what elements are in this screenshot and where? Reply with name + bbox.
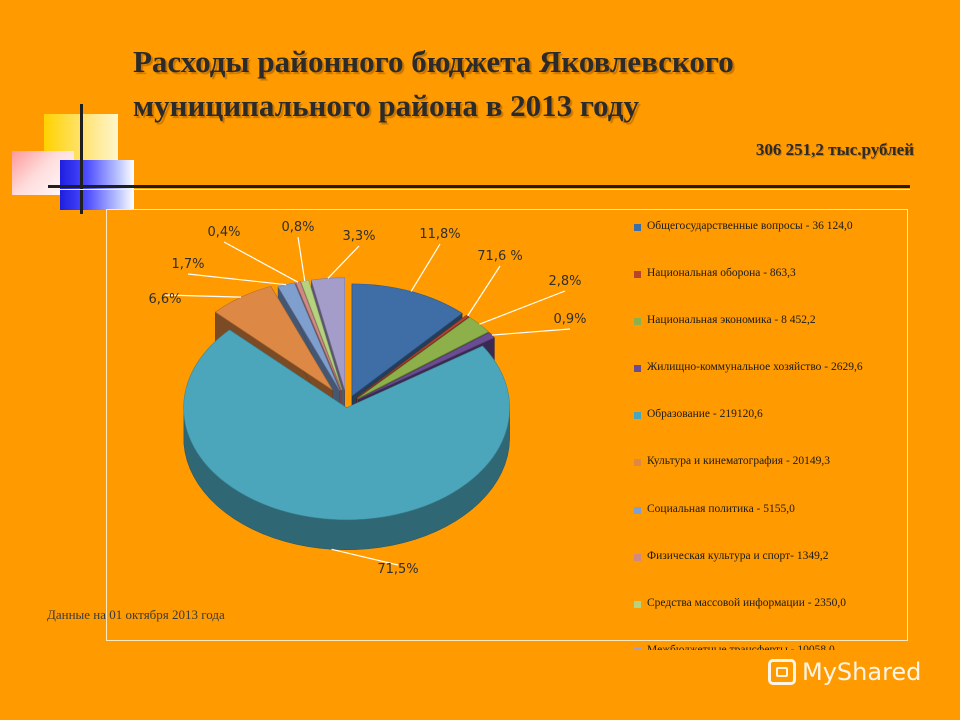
legend-item: Средства массовой информации - 2350,0 <box>634 597 914 644</box>
title-line-1: Расходы районного бюджета Яковлевского <box>133 44 734 79</box>
label-leader-line <box>410 243 441 292</box>
pie-slice-top <box>300 280 343 391</box>
legend-swatch <box>634 271 641 279</box>
title-line-2: муниципального района в 2013 году <box>133 88 639 123</box>
legend-item: Физическая культура и спорт- 1349,2 <box>634 550 914 597</box>
pie-data-label: 0,8% <box>281 220 314 235</box>
pie-slice-top <box>214 285 333 391</box>
page-title: Расходы районного бюджета Яковлевского м… <box>133 40 893 128</box>
pie-slice-top <box>183 329 510 521</box>
legend-label: Жилищно-коммунальное хозяйство - 2629,6 <box>647 361 863 374</box>
pie-slices <box>183 277 510 551</box>
legend-label: Физическая культура и спорт- 1349,2 <box>647 549 829 562</box>
legend-swatch <box>634 365 641 373</box>
pie-data-label: 3,3% <box>342 229 375 244</box>
legend-label: Общегосударственные вопросы - 36 124,0 <box>647 220 853 232</box>
pie-data-label: 0,9% <box>553 312 586 327</box>
decor-horizontal-rule-highlight <box>48 189 910 190</box>
legend-item: Межбюджетные трансферты - 10058,0 <box>634 644 914 650</box>
pie-data-label: 71,5% <box>377 562 418 577</box>
pie-slice <box>183 329 510 551</box>
label-leader-line <box>331 548 399 566</box>
legend-label: Образование - 219120,6 <box>647 408 763 421</box>
pie-data-label: 11,8% <box>419 227 460 242</box>
legend-swatch <box>634 224 641 231</box>
decor-vertical-line <box>80 104 83 214</box>
pie-slice-top <box>295 281 342 391</box>
pie-slice-top <box>356 314 470 399</box>
watermark-text: MyShared <box>802 658 922 686</box>
label-leader-line <box>467 265 501 317</box>
chart-frame <box>106 209 908 641</box>
label-leader-line <box>164 294 242 298</box>
decor-horizontal-rule <box>48 185 910 188</box>
legend-swatch <box>634 600 641 608</box>
legend-item: Образование - 219120,6 <box>634 408 914 455</box>
legend-swatch <box>634 318 641 326</box>
legend-label: Средства массовой информации - 2350,0 <box>647 596 847 609</box>
pie-data-label: 71,6 % <box>477 249 522 264</box>
data-date-note: Данные на 01 октября 2013 года <box>47 607 225 622</box>
data-labels: 11,8% 71,6 % 2,8% 0,9% 71,5% 6,6% 1,7% 0,4% 0,8%… <box>148 220 586 577</box>
legend-label: Межбюджетные трансферты - 10058,0 <box>647 643 835 650</box>
pie-data-label: 0,4% <box>207 225 240 240</box>
pie-data-label: 2,8% <box>548 274 581 289</box>
label-leader-line <box>223 241 299 283</box>
legend-swatch <box>634 412 641 420</box>
label-leader-line <box>297 236 306 282</box>
pie-data-label: 6,6% <box>148 292 181 307</box>
legend-label: Социальная политика - 5155,0 <box>647 502 795 515</box>
chart-legend: Общегосударственные вопросы - 36 124,0 На… <box>634 220 914 650</box>
legend-label: Национальная экономика - 8 452,2 <box>647 314 816 327</box>
legend-item: Общегосударственные вопросы - 36 124,0 <box>634 220 914 267</box>
legend-swatch <box>634 459 641 467</box>
budget-total: 306 251,2 тыс.рублей <box>755 140 914 159</box>
legend-swatch <box>634 553 641 561</box>
label-leader-line <box>491 328 571 336</box>
label-leader-line <box>327 245 360 279</box>
pie-slice-top <box>357 316 489 399</box>
legend-item: Жилищно-коммунальное хозяйство - 2629,6 <box>634 361 914 408</box>
legend-swatch <box>634 506 641 514</box>
legend-item: Культура и кинематография - 20149,3 <box>634 455 914 502</box>
legend-item: Социальная политика - 5155,0 <box>634 503 914 550</box>
legend-label: Национальная оборона - 863,3 <box>647 267 796 280</box>
watermark: MyShared <box>768 658 921 686</box>
watermark-logo-icon <box>768 659 796 685</box>
legend-item: Национальная оборона - 863,3 <box>634 267 914 314</box>
pie-slice-top <box>277 282 341 391</box>
legend-item: Национальная экономика - 8 452,2 <box>634 314 914 361</box>
pie-data-label: 1,7% <box>171 257 204 272</box>
legend-swatch <box>634 647 641 650</box>
label-leader-line <box>479 290 566 325</box>
legend-label: Культура и кинематография - 20149,3 <box>647 455 831 468</box>
label-leader-line <box>187 273 287 286</box>
